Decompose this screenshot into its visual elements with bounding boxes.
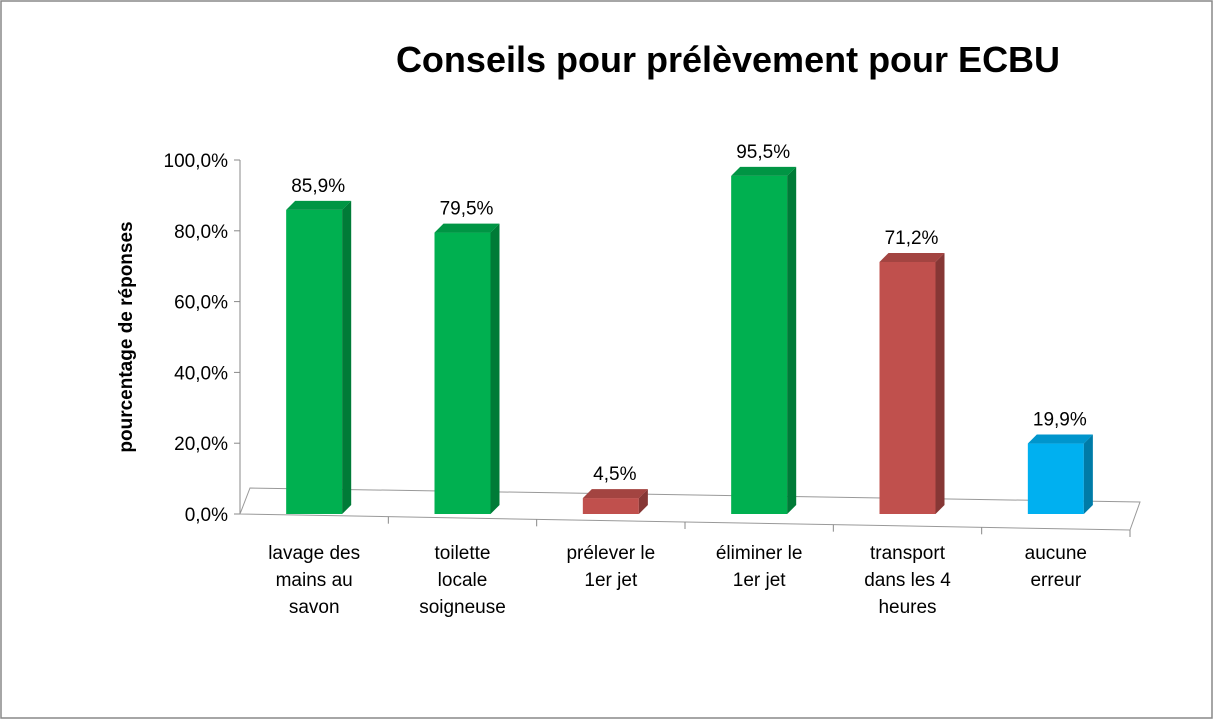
data-label: 79,5% — [440, 199, 494, 220]
bar-top-shade — [434, 223, 500, 233]
data-label: 19,9% — [1033, 410, 1087, 431]
bar-side — [342, 200, 352, 514]
bar — [582, 498, 639, 514]
bar-side — [490, 223, 500, 514]
bar-top — [731, 166, 797, 176]
bar-side — [638, 489, 648, 514]
x-tick-label-line: mains au — [276, 570, 353, 591]
bar-side — [787, 166, 797, 514]
x-tick-label-line: 1er jet — [584, 570, 638, 591]
bar-side-shade — [935, 252, 945, 514]
data-label: 95,5% — [736, 142, 790, 163]
x-tick-label: aucune erreur — [1025, 543, 1087, 591]
x-tick-label: toilette locale soigneuse — [419, 543, 506, 618]
y-tick-label: 80,0% — [174, 222, 228, 243]
bar — [286, 209, 343, 514]
x-tick-label-line: lavage des — [268, 543, 360, 564]
x-tick-label: éliminer le 1er jet — [716, 543, 803, 591]
x-tick-label-line: dans les 4 — [864, 570, 951, 591]
x-tick-label-line: soigneuse — [419, 597, 506, 618]
bar-top — [434, 223, 500, 233]
bar-top-shade — [731, 166, 797, 176]
bar — [731, 175, 788, 514]
data-label: 85,9% — [291, 176, 345, 197]
data-label: 4,5% — [593, 464, 636, 485]
bar-side-shade — [638, 489, 648, 514]
bar — [1027, 443, 1084, 514]
bar-top — [286, 200, 352, 210]
x-tick-label-line: transport — [870, 543, 946, 564]
x-tick-label: lavage des mains au savon — [268, 543, 360, 618]
x-tick-label-line: erreur — [1030, 570, 1081, 591]
bar-side-shade — [342, 200, 352, 514]
bar-top — [582, 489, 648, 499]
bar-top — [1027, 434, 1093, 444]
bar — [434, 232, 491, 514]
bar-side-shade — [787, 166, 797, 514]
bar — [879, 261, 936, 514]
bar-top-shade — [582, 489, 648, 499]
x-tick-label-line: toilette — [435, 543, 491, 564]
bar-top-shade — [879, 252, 945, 262]
bar-top-shade — [1027, 434, 1093, 444]
bar-side — [1083, 434, 1093, 514]
bar-side — [935, 252, 945, 514]
y-tick-label: 0,0% — [185, 505, 228, 526]
bar-side-shade — [490, 223, 500, 514]
bar-side-shade — [1083, 434, 1093, 514]
data-label: 71,2% — [885, 228, 939, 249]
y-axis-label: pourcentage de réponses — [116, 221, 137, 452]
x-tick-label-line: aucune — [1025, 543, 1087, 564]
x-tick-label: prélever le 1er jet — [566, 543, 655, 591]
x-tick-label: transport dans les 4 heures — [864, 543, 951, 618]
x-tick-label-line: éliminer le — [716, 543, 803, 564]
bar-top — [879, 252, 945, 262]
x-tick-label-line: prélever le — [566, 543, 655, 564]
chart-title: Conseils pour prélèvement pour ECBU — [396, 39, 1060, 80]
y-tick-label: 40,0% — [174, 363, 228, 384]
x-tick-label-line: savon — [289, 597, 340, 618]
y-tick-label: 20,0% — [174, 434, 228, 455]
y-tick-label: 100,0% — [164, 151, 229, 172]
x-tick-label-line: heures — [878, 597, 936, 618]
x-tick-label-line: 1er jet — [733, 570, 787, 591]
bar-top-shade — [286, 200, 352, 210]
x-tick-label-line: locale — [438, 570, 488, 591]
y-tick-label: 60,0% — [174, 293, 228, 314]
